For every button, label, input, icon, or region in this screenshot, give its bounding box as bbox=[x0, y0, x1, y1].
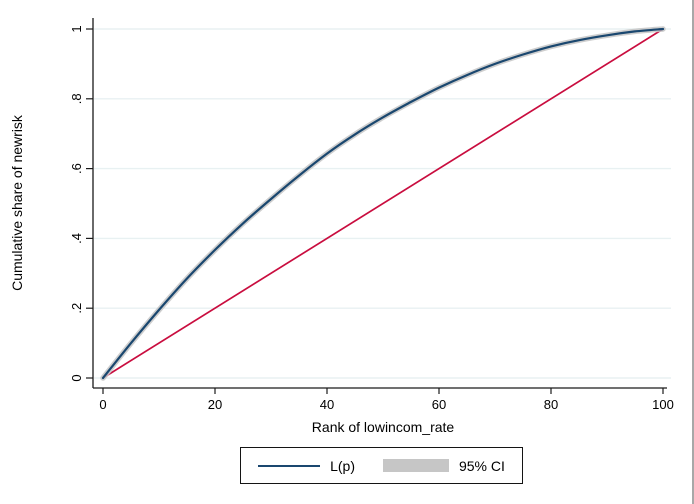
x-axis-title: Rank of lowincom_rate bbox=[312, 419, 455, 435]
tick-marks bbox=[86, 28, 664, 394]
y-tick-label-4: .8 bbox=[69, 93, 84, 104]
y-tick-label-3: .6 bbox=[69, 163, 84, 174]
x-tick-label-5: 100 bbox=[652, 397, 674, 412]
y-tick-label-1: .2 bbox=[69, 303, 84, 314]
legend-lp-label: L(p) bbox=[330, 457, 355, 474]
x-tick-label-1: 20 bbox=[208, 397, 222, 412]
x-tick-label-3: 60 bbox=[432, 397, 446, 412]
legend-lp-line-swatch bbox=[258, 464, 321, 467]
y-axis-title: Cumulative share of newrisk bbox=[9, 114, 25, 291]
axes bbox=[92, 18, 667, 389]
equality-line bbox=[102, 28, 664, 379]
x-tick-label-0: 0 bbox=[99, 397, 106, 412]
window-right-border bbox=[692, 0, 694, 504]
legend: L(p) 95% CI bbox=[240, 447, 523, 484]
legend-ci-label: 95% CI bbox=[458, 457, 505, 474]
gridlines bbox=[94, 28, 671, 379]
y-tick-label-2: .4 bbox=[69, 233, 84, 244]
y-tick-label-0: 0 bbox=[69, 374, 84, 381]
lorenz-curve bbox=[101, 27, 665, 380]
x-tick-label-2: 40 bbox=[320, 397, 334, 412]
x-tick-label-4: 80 bbox=[544, 397, 558, 412]
legend-ci-box-swatch bbox=[382, 459, 449, 472]
data-series bbox=[100, 26, 666, 381]
y-tick-label-5: 1 bbox=[69, 25, 84, 32]
tick-labels: 0 20 40 60 80 100 0 .2 .4 .6 .8 1 bbox=[69, 25, 674, 412]
